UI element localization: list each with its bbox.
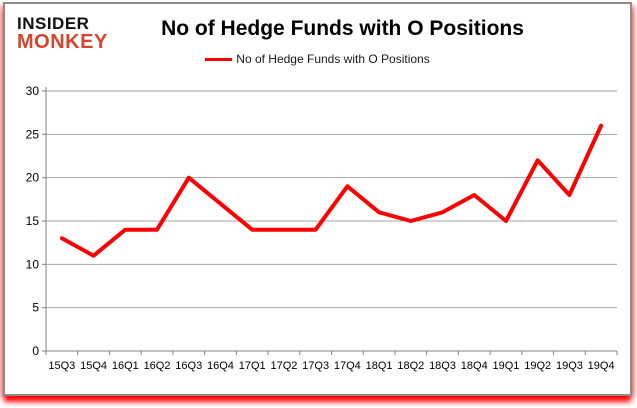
x-axis-label-16Q4: 16Q4 (207, 360, 234, 372)
y-axis-label-30: 30 (26, 84, 40, 98)
x-axis-label-18Q4: 18Q4 (461, 360, 488, 372)
x-axis-label-17Q1: 17Q1 (239, 360, 266, 372)
x-axis-label-17Q2: 17Q2 (270, 360, 297, 372)
chart-plot-area: 0 5 10 15 20 25 30 15Q3 15Q4 16Q1 16Q2 16Q3 16Q4 17Q1… (5, 82, 630, 388)
x-axis-label-18Q2: 18Q2 (397, 360, 424, 372)
y-axis-label-20: 20 (26, 171, 40, 185)
logo-text-insider: INSIDER (17, 14, 90, 33)
x-axis-label-18Q1: 18Q1 (366, 360, 393, 372)
legend-line-swatch (205, 57, 233, 61)
x-axis-label-17Q3: 17Q3 (302, 360, 329, 372)
chart-legend: No of Hedge Funds with O Positions (5, 52, 630, 66)
y-axis-label-5: 5 (32, 301, 39, 315)
x-axis-label-18Q3: 18Q3 (429, 360, 456, 372)
x-axis-label-15Q3: 15Q3 (48, 360, 75, 372)
x-axis-label-19Q1: 19Q1 (493, 360, 520, 372)
x-axis-label-19Q4: 19Q4 (588, 360, 615, 372)
x-axis-label-16Q3: 16Q3 (175, 360, 202, 372)
chart-card: INSIDER MONKEY No of Hedge Funds with O … (3, 2, 632, 396)
y-axis-label-15: 15 (26, 214, 40, 228)
x-axis-label-19Q3: 19Q3 (556, 360, 583, 372)
x-axis-label-19Q2: 19Q2 (524, 360, 551, 372)
line-chart: 0 5 10 15 20 25 30 15Q3 15Q4 16Q1 16Q2 16Q3 16Q4 17Q1… (26, 84, 618, 372)
x-axis-label-16Q2: 16Q2 (144, 360, 171, 372)
insider-monkey-logo: INSIDER MONKEY (17, 15, 108, 52)
logo-text-monkey: MONKEY (17, 31, 108, 53)
x-axis-label-17Q4: 17Q4 (334, 360, 361, 372)
legend-label: No of Hedge Funds with O Positions (236, 52, 430, 66)
y-axis-label-10: 10 (26, 257, 40, 271)
x-axis-label-15Q4: 15Q4 (80, 360, 107, 372)
chart-title: No of Hedge Funds with O Positions (161, 17, 524, 40)
y-axis-label-0: 0 (32, 344, 39, 358)
series-line-no-of-hedge-funds-with-o-positions (59, 123, 604, 258)
y-axis-label-25: 25 (26, 127, 40, 141)
x-axis-label-16Q1: 16Q1 (112, 360, 139, 372)
